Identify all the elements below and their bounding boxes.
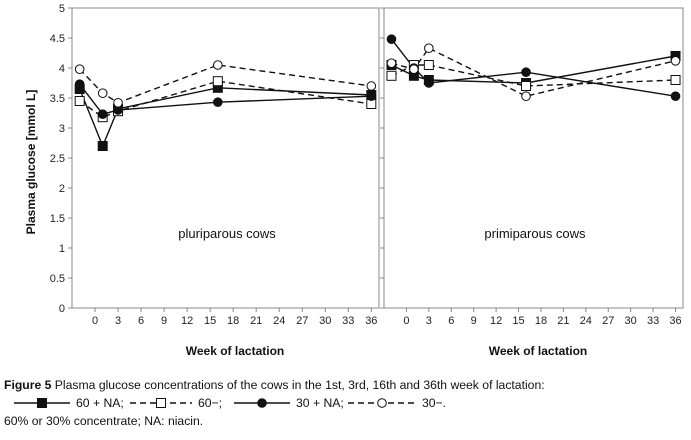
x-tick-label: 6 <box>138 315 144 327</box>
data-point-30na <box>97 109 108 119</box>
y-tick-label: 3.5 <box>50 93 65 105</box>
data-point-30na <box>424 78 434 88</box>
data-point-30na <box>521 67 531 77</box>
series-line-30na <box>390 38 676 97</box>
x-tick-label: 3 <box>115 315 121 327</box>
y-tick-label: 1.5 <box>50 213 65 225</box>
data-point-60 <box>74 96 85 106</box>
legend-label-60na: 60 + NA; <box>76 396 124 410</box>
data-point-60na <box>97 141 108 151</box>
data-point-60 <box>521 81 532 91</box>
x-tick-label: 9 <box>471 315 477 327</box>
x-tick-label: 12 <box>490 315 502 327</box>
legend-symbols <box>14 398 416 408</box>
y-axis-label: Plasma glucose [mmol L] <box>24 90 38 235</box>
x-tick-label: 33 <box>647 315 659 327</box>
y-tick-label: 3 <box>59 123 65 135</box>
x-tick-label: 3 <box>426 315 432 327</box>
legend-label-60: 60−; <box>198 396 223 410</box>
y-tick-label: 0 <box>59 303 65 315</box>
data-point-60 <box>386 70 397 81</box>
legend-marker-30 <box>377 398 387 408</box>
data-point-60 <box>212 76 223 87</box>
x-tick-label: 24 <box>273 315 285 327</box>
y-tick-label: 2 <box>59 183 65 195</box>
x-tick-label: 6 <box>448 315 454 327</box>
x-tick-label: 18 <box>535 315 547 327</box>
x-tick-label: 24 <box>580 315 592 327</box>
legend-label-30: 30−. <box>422 396 447 410</box>
data-point-30 <box>670 56 681 66</box>
figure-caption: Figure 5 Plasma glucose concentrations o… <box>4 378 690 392</box>
x-tick-label: 30 <box>625 315 637 327</box>
y-tick-label: 0.5 <box>50 273 65 285</box>
plot-frame <box>71 7 380 309</box>
data-point-30 <box>97 88 108 98</box>
legend: 60 + NA; 60−; 30 + NA; 30−. <box>4 394 604 412</box>
x-tick-label: 15 <box>512 315 524 327</box>
x-tick-label: 9 <box>161 315 167 327</box>
data-point-30na <box>213 97 223 107</box>
data-point-30na <box>74 79 85 89</box>
x-axis-label-primiparous: Week of lactation <box>489 344 587 358</box>
x-tick-label: 0 <box>92 315 98 327</box>
legend-marker-60 <box>156 398 166 408</box>
data-point-30 <box>213 60 223 70</box>
x-tick-label: 27 <box>602 315 614 327</box>
y-tick-label: 2.5 <box>50 153 65 165</box>
data-point-30na <box>670 91 681 101</box>
panel-pluriparous: 00.511.522.533.544.550 3 6 9 12 15 18 21 24 27 30 3… <box>50 3 380 327</box>
x-axis-label-pluriparous: Week of lactation <box>186 344 284 358</box>
y-tick-label: 1 <box>59 243 65 255</box>
legend-marker-60na <box>37 398 47 408</box>
caption-note: 60% or 30% concentrate; NA: niacin. <box>4 414 204 428</box>
x-tick-label: 21 <box>557 315 569 327</box>
data-point-30 <box>386 58 397 69</box>
figure-label: Figure 5 <box>4 378 52 392</box>
x-tick-label: 27 <box>296 315 308 327</box>
series-line-60na <box>79 87 372 148</box>
x-tick-label: 30 <box>319 315 331 327</box>
series-line-60na <box>391 55 676 84</box>
data-point-60 <box>423 60 434 70</box>
x-tick-label: 36 <box>365 315 377 327</box>
data-point-30 <box>113 98 123 108</box>
figure-chart: 00.511.522.533.544.550 3 6 9 12 15 18 21 24 27 30 3… <box>24 3 684 358</box>
series-line-60 <box>79 80 372 118</box>
x-tick-label: 15 <box>204 315 216 327</box>
data-point-30na <box>386 34 397 45</box>
data-point-30 <box>521 91 531 101</box>
y-tick-label: 4.5 <box>50 33 65 45</box>
y-tick-label: 4 <box>59 63 65 75</box>
data-point-30 <box>366 81 377 91</box>
legend-marker-30na <box>257 398 267 408</box>
figure-caption-text: Plasma glucose concentrations of the cow… <box>54 378 545 392</box>
data-point-30 <box>409 64 419 74</box>
x-tick-label: 33 <box>342 315 354 327</box>
series-line-30 <box>79 64 372 104</box>
x-tick-label: 0 <box>403 315 409 327</box>
x-tick-label: 21 <box>250 315 262 327</box>
panel-label: pluriparous cows <box>178 226 276 241</box>
x-tick-label: 18 <box>227 315 239 327</box>
data-point-30 <box>424 43 434 54</box>
data-point-60 <box>670 75 681 85</box>
data-point-30 <box>74 64 85 74</box>
data-point-30na <box>366 91 377 101</box>
legend-label-30na: 30 + NA; <box>296 396 344 410</box>
x-tick-label: 36 <box>669 315 681 327</box>
x-tick-label: 12 <box>181 315 193 327</box>
series-line-30 <box>391 47 676 97</box>
panel-label: primiparous cows <box>484 226 586 241</box>
y-tick-label: 5 <box>59 3 65 15</box>
